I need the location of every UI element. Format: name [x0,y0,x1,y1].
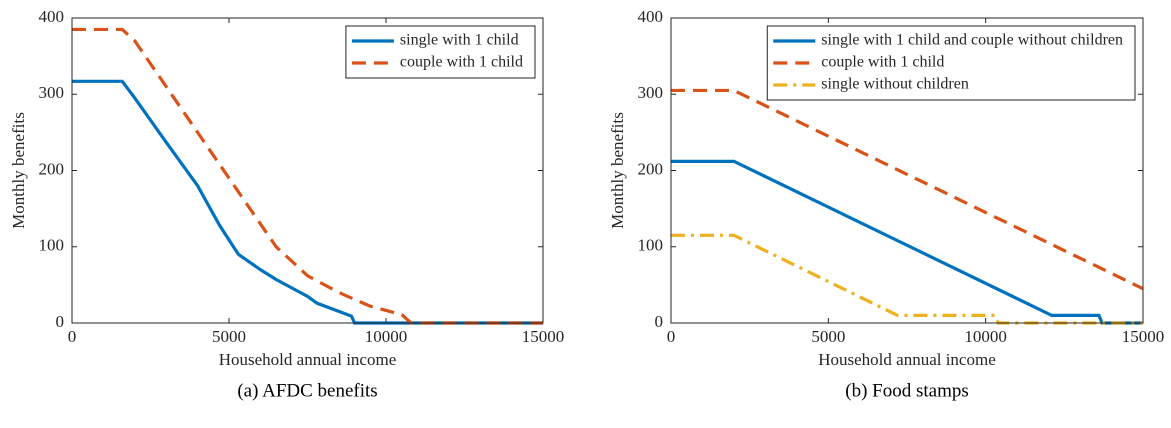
legend-box [766,25,1136,101]
y-tick-label: 300 [638,83,664,102]
x-tick-label: 0 [667,327,676,346]
data-line [671,88,1144,291]
legend-label: couple with 1 child [821,54,944,71]
data-line [671,233,1143,325]
panel: 0 100 200 300 400 0 5000 10000 15000 Household an… [608,7,1164,401]
y-tick-label: 100 [39,236,65,255]
legend-box [345,25,536,79]
legend-label: single without children [821,76,969,93]
x-axis-label: Household annual income [219,350,397,369]
y-tick-label: 100 [638,236,664,255]
x-tick-label: 10000 [964,327,1007,346]
y-tick-label: 0 [56,312,65,331]
data-line [72,27,543,325]
caption: (a) AFDC benefits [237,380,377,401]
y-axis-label: Monthly benefits [9,112,28,229]
axes-box [670,17,1144,324]
x-tick-label: 5000 [212,327,246,346]
y-tick-label: 400 [638,7,664,26]
y-tick-label: 200 [39,159,65,178]
caption: (b) Food stamps [845,380,969,401]
x-tick-label: 15000 [1122,327,1165,346]
x-tick-label: 5000 [811,327,845,346]
panel: 0 100 200 300 400 0 5000 10000 15000 Household an… [9,7,564,401]
data-line [72,79,543,325]
y-tick-label: 400 [39,7,65,26]
y-tick-label: 0 [655,312,664,331]
x-tick-label: 0 [68,327,77,346]
x-axis-label: Household annual income [818,350,996,369]
y-tick-label: 300 [39,83,65,102]
x-tick-label: 15000 [522,327,565,346]
legend: single with 1 child couple with 1 child [345,25,536,79]
axes-box [71,17,544,324]
legend-label: single with 1 child and couple without c… [821,32,1123,49]
legend: single with 1 child and couple without c… [766,25,1136,101]
y-tick-label: 200 [638,159,664,178]
y-axis-label: Monthly benefits [608,112,627,229]
legend-label: single with 1 child [400,32,519,49]
legend-label: couple with 1 child [400,54,523,71]
x-tick-label: 10000 [365,327,408,346]
